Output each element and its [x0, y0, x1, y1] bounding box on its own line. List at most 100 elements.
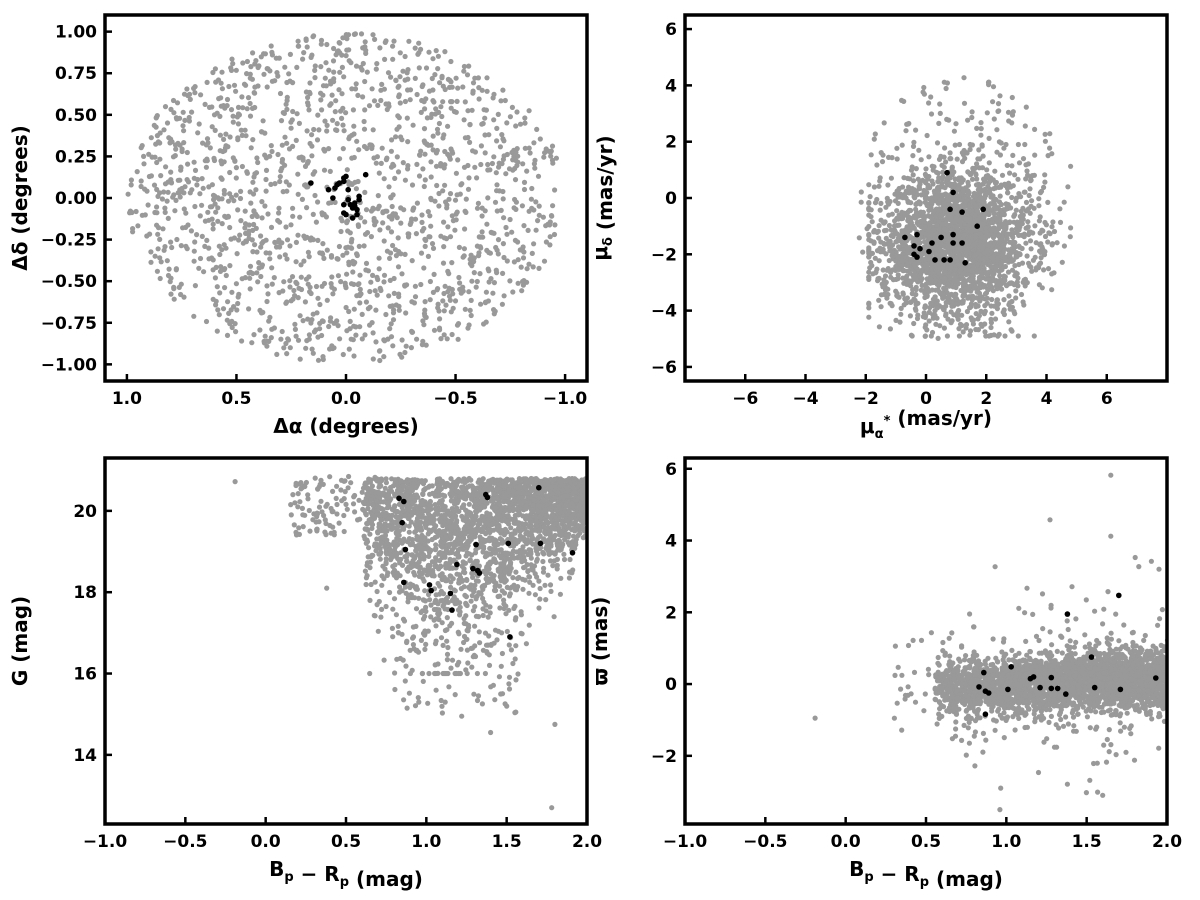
- background-point: [227, 191, 233, 197]
- background-point: [926, 185, 932, 191]
- background-point: [138, 178, 144, 184]
- background-point: [889, 253, 895, 259]
- background-point: [383, 476, 389, 482]
- background-point: [154, 222, 160, 228]
- background-point: [891, 223, 898, 229]
- background-point: [899, 257, 905, 264]
- background-point: [468, 312, 474, 319]
- background-point: [269, 52, 275, 58]
- background-point: [954, 207, 960, 213]
- background-point: [197, 213, 203, 219]
- background-point: [349, 86, 355, 92]
- background-point: [391, 307, 397, 313]
- background-point: [913, 212, 920, 218]
- background-point: [919, 276, 925, 282]
- background-point: [191, 159, 197, 165]
- background-point: [217, 113, 223, 119]
- background-point: [265, 291, 271, 297]
- background-point: [479, 213, 485, 219]
- background-point: [381, 176, 387, 182]
- background-point: [469, 278, 475, 284]
- background-point: [966, 255, 973, 261]
- background-point: [217, 290, 223, 296]
- background-point: [459, 181, 465, 187]
- background-point: [235, 300, 241, 307]
- background-point: [961, 75, 967, 81]
- background-point: [1049, 242, 1055, 248]
- background-point: [990, 84, 997, 90]
- background-point: [520, 544, 526, 550]
- background-point: [260, 118, 266, 124]
- background-point: [412, 294, 419, 300]
- background-point: [484, 75, 490, 81]
- background-point: [956, 326, 962, 332]
- background-point: [409, 182, 416, 188]
- background-point: [452, 227, 458, 233]
- background-point: [532, 165, 538, 171]
- background-point: [203, 142, 209, 148]
- background-point: [437, 316, 443, 322]
- background-point: [890, 277, 897, 283]
- background-point: [499, 161, 505, 167]
- background-point: [916, 222, 922, 228]
- background-point: [991, 116, 997, 122]
- background-point: [962, 286, 969, 292]
- background-point: [256, 260, 262, 266]
- background-point: [290, 108, 296, 115]
- background-point: [897, 319, 903, 325]
- background-point: [470, 90, 476, 96]
- background-point: [437, 557, 443, 564]
- member-point: [325, 186, 332, 193]
- background-point: [184, 149, 190, 156]
- background-point: [394, 215, 400, 221]
- background-point: [868, 152, 874, 158]
- background-point: [1023, 104, 1029, 110]
- background-point: [515, 280, 521, 286]
- member-point: [974, 223, 980, 229]
- background-point: [1009, 328, 1015, 334]
- background-point: [914, 192, 921, 198]
- background-point: [899, 97, 905, 103]
- background-point: [466, 63, 472, 69]
- background-point: [419, 219, 425, 225]
- background-point: [1004, 236, 1010, 242]
- background-point: [493, 244, 499, 251]
- background-point: [292, 326, 298, 332]
- background-point: [250, 227, 256, 233]
- background-point: [429, 241, 436, 247]
- background-point: [290, 296, 296, 302]
- y-tick-label: 4: [665, 76, 677, 96]
- background-point: [372, 36, 378, 43]
- background-point: [501, 254, 507, 261]
- background-point: [526, 108, 532, 114]
- background-point: [893, 317, 899, 323]
- background-point: [279, 156, 286, 163]
- background-point: [904, 300, 910, 306]
- background-point: [994, 286, 1000, 292]
- background-point: [306, 254, 312, 260]
- background-point: [152, 209, 158, 216]
- background-point: [940, 169, 946, 175]
- background-point: [889, 155, 895, 161]
- y-tick-label: 6: [665, 20, 677, 40]
- background-point: [294, 111, 300, 117]
- background-point: [463, 196, 469, 202]
- background-point: [252, 90, 258, 96]
- background-point: [1039, 244, 1045, 250]
- background-point: [347, 230, 353, 236]
- background-point: [941, 164, 947, 170]
- background-point: [340, 105, 346, 111]
- background-point: [154, 133, 160, 139]
- background-point: [982, 303, 988, 309]
- y-tick-label: −6: [651, 358, 677, 378]
- background-point: [942, 145, 948, 151]
- background-point: [1043, 222, 1049, 228]
- background-point: [397, 50, 403, 56]
- background-point: [970, 199, 976, 205]
- background-point: [457, 191, 463, 197]
- background-point: [447, 234, 454, 240]
- background-point: [547, 234, 553, 240]
- background-point: [966, 222, 972, 228]
- background-point: [959, 159, 966, 165]
- background-point: [219, 221, 225, 227]
